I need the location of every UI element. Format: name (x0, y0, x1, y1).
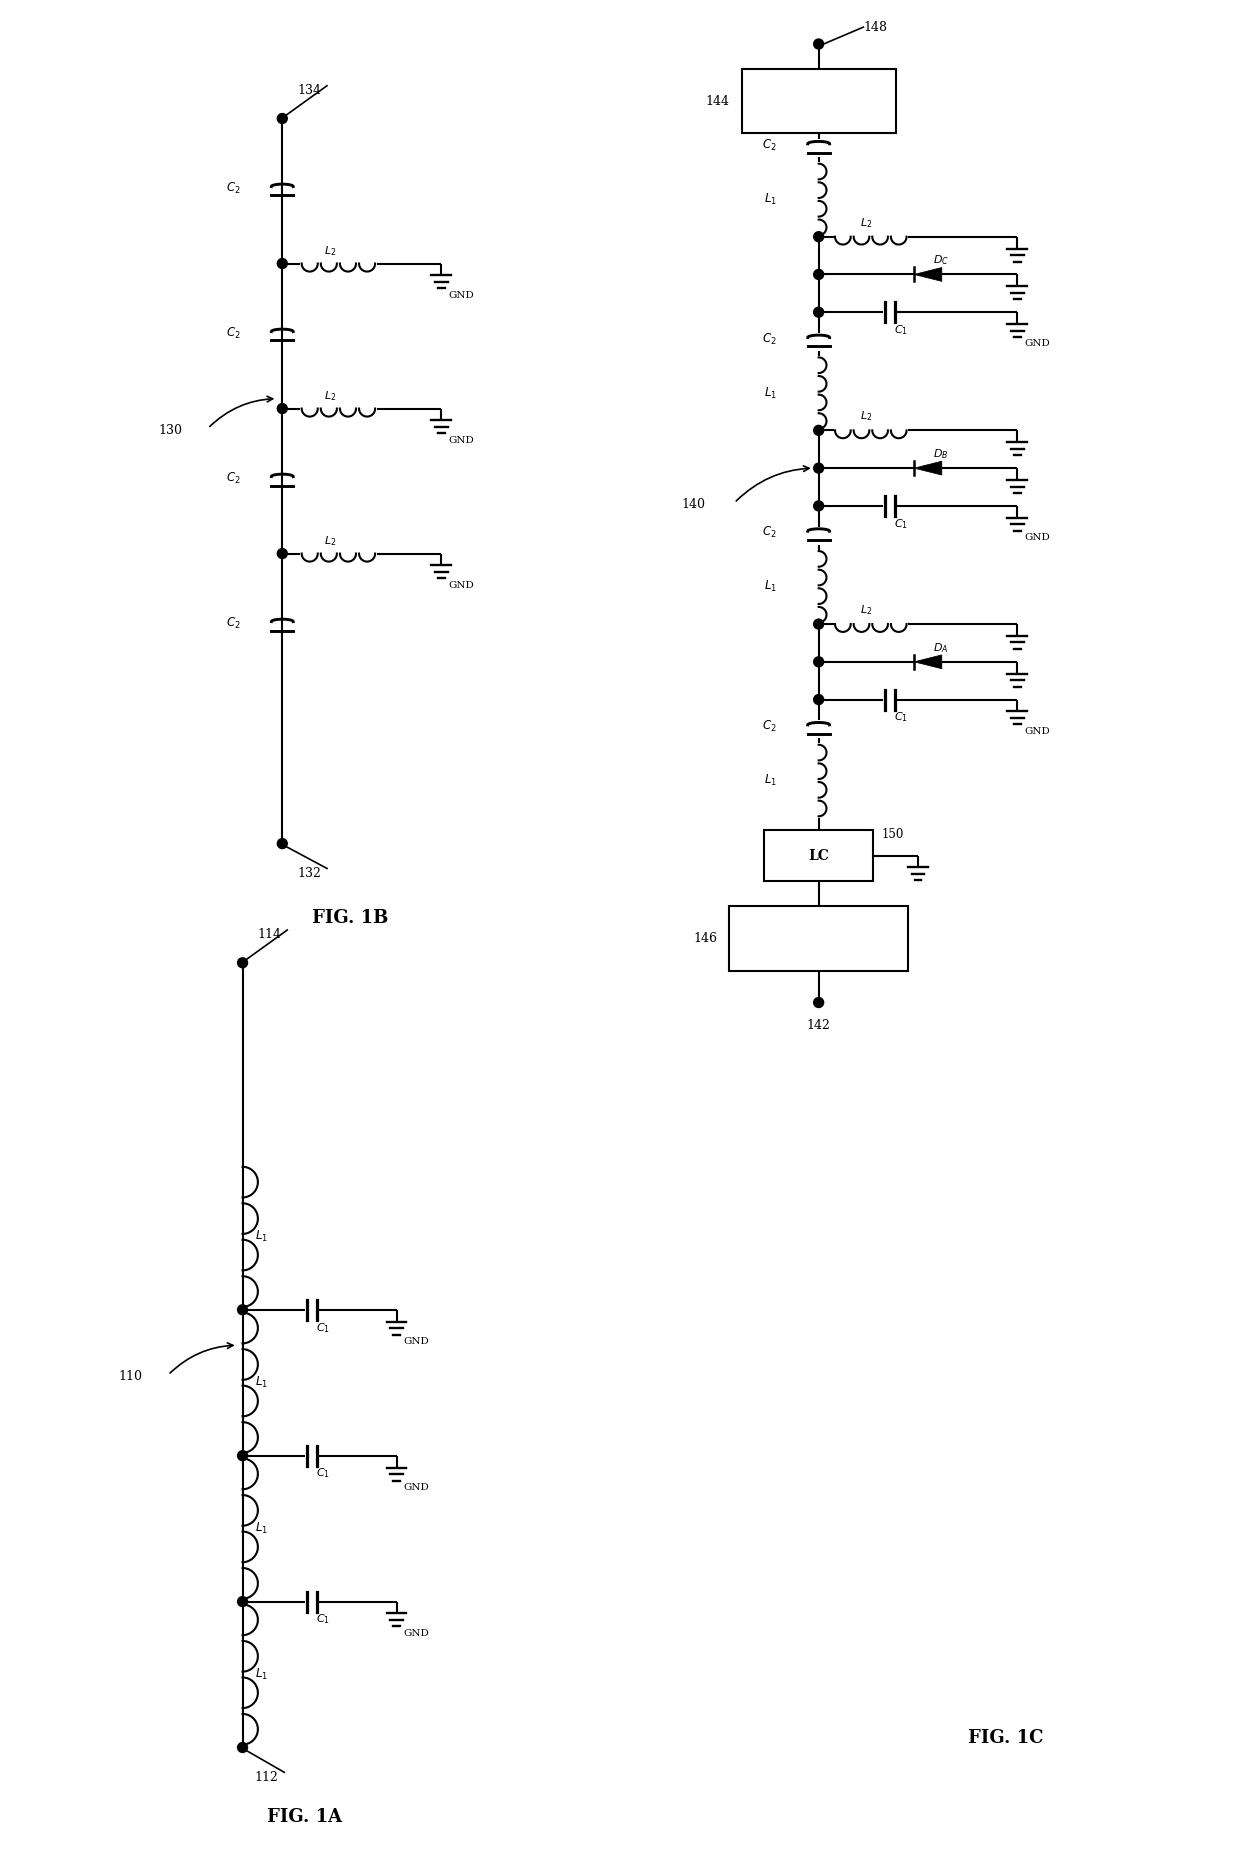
Circle shape (278, 114, 288, 123)
Text: $C_1$: $C_1$ (894, 710, 908, 725)
Text: $L_2$: $L_2$ (861, 604, 873, 617)
Text: $C_1$: $C_1$ (316, 1613, 330, 1626)
Text: $L_2$: $L_2$ (324, 244, 336, 257)
Text: 144: 144 (706, 95, 730, 108)
Text: FIG. 1C: FIG. 1C (967, 1729, 1043, 1746)
Text: GND: GND (1024, 533, 1050, 542)
Text: 146: 146 (693, 932, 718, 945)
Text: $C_1$: $C_1$ (316, 1321, 330, 1334)
Circle shape (813, 658, 823, 667)
Bar (764, 829, 873, 881)
Circle shape (278, 548, 288, 559)
Circle shape (278, 838, 288, 848)
Polygon shape (914, 268, 942, 281)
Text: 110: 110 (118, 1371, 143, 1384)
Text: 130: 130 (159, 425, 182, 438)
Circle shape (813, 307, 823, 317)
Text: $D_A$: $D_A$ (932, 641, 949, 654)
Text: $C_1$: $C_1$ (894, 322, 908, 337)
Text: $C_2$: $C_2$ (763, 332, 777, 347)
Text: GND: GND (1024, 339, 1050, 348)
Text: $L_2$: $L_2$ (861, 410, 873, 423)
Text: $C_2$: $C_2$ (226, 181, 241, 196)
Text: $C_1$: $C_1$ (316, 1466, 330, 1481)
Bar (729, 905, 908, 971)
Circle shape (813, 997, 823, 1008)
Circle shape (238, 1742, 248, 1753)
Text: $D_C$: $D_C$ (932, 253, 949, 268)
Circle shape (278, 404, 288, 414)
Text: LC: LC (808, 848, 830, 863)
Text: 142: 142 (807, 1019, 831, 1032)
Text: $L_1$: $L_1$ (764, 192, 777, 207)
Polygon shape (914, 462, 942, 475)
Text: $L_2$: $L_2$ (861, 216, 873, 229)
Text: GND: GND (448, 291, 474, 300)
Text: 112: 112 (254, 1770, 278, 1783)
Text: $L_1$: $L_1$ (255, 1230, 269, 1244)
Text: 148: 148 (863, 20, 888, 34)
Text: $L_1$: $L_1$ (255, 1520, 269, 1537)
Text: $D_B$: $D_B$ (932, 447, 949, 462)
Text: $L_1$: $L_1$ (764, 386, 777, 401)
Text: $C_2$: $C_2$ (226, 471, 241, 486)
Text: FIG. 1B: FIG. 1B (312, 909, 388, 928)
Polygon shape (914, 656, 942, 669)
Circle shape (813, 501, 823, 510)
Text: $C_2$: $C_2$ (226, 615, 241, 632)
Text: $L_2$: $L_2$ (324, 533, 336, 548)
Text: 134: 134 (298, 84, 321, 97)
Text: 150: 150 (882, 829, 904, 842)
Text: GND: GND (448, 581, 474, 591)
Text: GND: GND (448, 436, 474, 445)
Text: FIG. 1A: FIG. 1A (268, 1807, 342, 1826)
Circle shape (278, 259, 288, 268)
Circle shape (813, 231, 823, 242)
Text: 140: 140 (682, 499, 706, 510)
Text: $L_2$: $L_2$ (324, 389, 336, 402)
Text: GND: GND (1024, 727, 1050, 736)
Text: $L_1$: $L_1$ (255, 1667, 269, 1682)
Circle shape (813, 270, 823, 279)
Text: $C_2$: $C_2$ (763, 719, 777, 734)
Text: $L_1$: $L_1$ (764, 773, 777, 788)
Circle shape (813, 39, 823, 48)
Text: 114: 114 (258, 928, 281, 941)
Circle shape (238, 1304, 248, 1315)
Text: $C_2$: $C_2$ (763, 138, 777, 153)
Circle shape (813, 425, 823, 436)
Circle shape (238, 1597, 248, 1606)
Bar (742, 69, 895, 134)
Text: GND: GND (403, 1338, 429, 1347)
Circle shape (813, 695, 823, 704)
Circle shape (238, 1451, 248, 1461)
Circle shape (238, 958, 248, 967)
Text: $C_2$: $C_2$ (763, 525, 777, 540)
Circle shape (813, 464, 823, 473)
Circle shape (813, 619, 823, 630)
Text: 132: 132 (298, 866, 321, 879)
Text: $C_2$: $C_2$ (226, 326, 241, 341)
Text: $C_1$: $C_1$ (894, 516, 908, 531)
Text: $L_1$: $L_1$ (764, 579, 777, 594)
Text: GND: GND (403, 1628, 429, 1638)
Text: GND: GND (403, 1483, 429, 1492)
Text: $L_1$: $L_1$ (255, 1375, 269, 1390)
